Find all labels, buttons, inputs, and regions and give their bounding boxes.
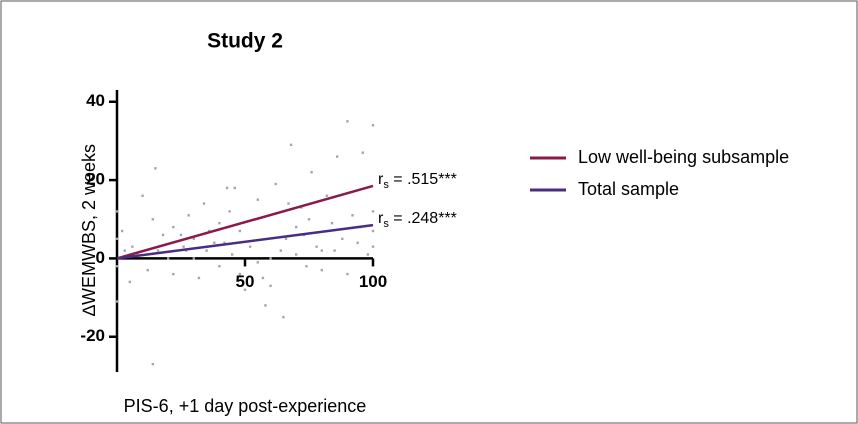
y-axis-label: ∆WEMWBS, 2 weeks — [79, 144, 99, 316]
point — [279, 249, 283, 252]
point — [289, 143, 293, 147]
point — [233, 186, 236, 190]
point — [151, 362, 155, 366]
point — [202, 202, 206, 205]
point — [151, 218, 155, 221]
point — [146, 268, 149, 272]
point — [115, 300, 119, 303]
point — [295, 253, 298, 256]
y-tick-label: 40 — [86, 91, 105, 110]
point — [366, 253, 370, 256]
annotation-sub: s — [383, 218, 389, 230]
point — [156, 249, 160, 252]
point — [264, 304, 267, 307]
y-tick-label: 0 — [96, 248, 105, 267]
chart-title: Study 2 — [207, 30, 283, 53]
point — [197, 276, 201, 280]
point — [274, 182, 277, 186]
point — [346, 120, 349, 123]
point — [223, 241, 226, 244]
regression-line — [116, 184, 374, 260]
point — [187, 214, 190, 217]
point — [141, 194, 144, 197]
x-tick-label: 100 — [359, 272, 387, 291]
y-tick-label: -20 — [80, 326, 105, 345]
point — [123, 249, 126, 252]
point — [320, 249, 323, 252]
annotation-r: r — [378, 210, 384, 227]
point — [256, 261, 259, 264]
point — [371, 210, 375, 213]
point — [315, 245, 318, 248]
point — [371, 245, 375, 248]
point — [131, 245, 134, 248]
point — [192, 257, 195, 260]
point — [361, 151, 364, 154]
point — [115, 210, 119, 213]
point — [231, 253, 234, 256]
point — [172, 225, 175, 229]
point — [205, 249, 208, 252]
point — [218, 265, 221, 268]
point — [228, 210, 231, 213]
point — [161, 233, 165, 237]
point — [284, 237, 288, 241]
point — [256, 198, 259, 201]
y-tick-label: 20 — [86, 170, 105, 189]
point — [213, 241, 216, 244]
point — [115, 265, 119, 268]
point — [182, 245, 185, 248]
point — [341, 237, 344, 241]
annotation: rs = .248*** — [378, 210, 457, 230]
point — [333, 249, 336, 252]
annotation-r: r — [378, 171, 384, 188]
x-tick-label: 50 — [236, 272, 255, 291]
legend-label: Total sample — [578, 179, 679, 199]
annotation-text: = .515*** — [389, 171, 457, 188]
point — [346, 272, 349, 276]
point — [269, 284, 272, 288]
point — [287, 202, 290, 205]
point — [295, 225, 298, 229]
point — [238, 272, 242, 276]
point — [282, 315, 285, 319]
point — [325, 194, 329, 197]
annotation-sub: s — [383, 179, 389, 191]
point — [330, 221, 334, 225]
x-axis-label: PIS-6, +1 day post-experience — [124, 396, 367, 416]
point — [172, 272, 175, 276]
point — [371, 229, 375, 233]
point — [307, 218, 311, 221]
point — [243, 288, 247, 291]
point — [225, 186, 229, 190]
point — [261, 276, 265, 280]
point — [371, 124, 375, 127]
point — [128, 280, 131, 284]
point — [320, 268, 323, 272]
point — [238, 229, 242, 233]
point — [120, 229, 124, 233]
point — [115, 237, 119, 241]
point — [192, 237, 195, 241]
point — [310, 171, 313, 174]
legend-label: Low well-being subsample — [578, 147, 789, 167]
annotation-text: = .248*** — [389, 210, 457, 227]
point — [218, 221, 221, 225]
regression-line — [116, 223, 374, 260]
point — [351, 214, 354, 217]
point — [207, 229, 211, 233]
point — [269, 257, 272, 260]
point — [305, 265, 308, 268]
annotation: rs = .515*** — [378, 171, 457, 191]
point — [335, 155, 339, 158]
point — [167, 257, 170, 260]
point — [356, 241, 359, 244]
point — [248, 245, 252, 248]
point — [179, 233, 183, 237]
point — [154, 167, 157, 170]
